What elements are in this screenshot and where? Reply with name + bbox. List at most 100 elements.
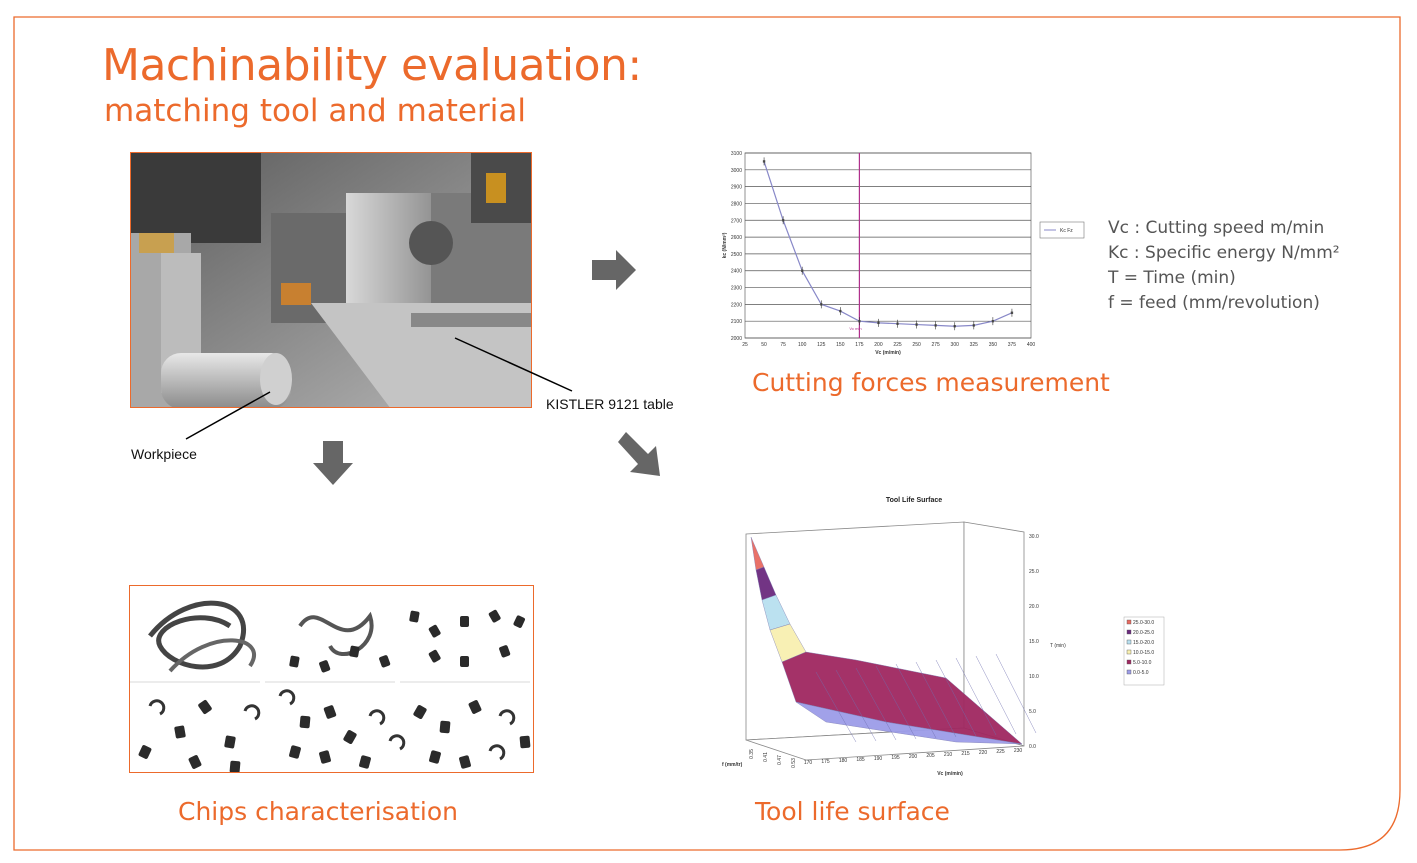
x-tick-label: 275 <box>931 342 940 348</box>
x-tick-label: 50 <box>761 342 767 348</box>
chips-caption: Chips characterisation <box>178 797 458 826</box>
chip-fragment <box>513 615 525 628</box>
chip-fragment <box>459 755 471 769</box>
ribbon-chip <box>148 600 246 670</box>
slide-subtitle: matching tool and material <box>104 93 526 129</box>
y-tick-label: 0.35 <box>749 749 755 759</box>
note-vc: Vc : Cutting speed m/min <box>1108 218 1325 238</box>
note-kc: Kc : Specific energy N/mm² <box>1108 243 1340 263</box>
machine-photo-drawing <box>131 153 531 407</box>
note-t: T = Time (min) <box>1108 268 1236 288</box>
ribbon-chip <box>298 611 374 657</box>
x-tick-label: 350 <box>989 342 998 348</box>
chip-fragment <box>174 725 186 739</box>
y-tick-label: 2100 <box>731 319 742 325</box>
chip-fragment <box>188 755 202 769</box>
x-tick-label: 300 <box>951 342 960 348</box>
legend-label: 20.0-25.0 <box>1133 630 1154 636</box>
x-tick-label: 150 <box>836 342 845 348</box>
x-tick-label: 210 <box>944 752 953 758</box>
chip-fragment <box>428 649 441 663</box>
chip-fragment <box>343 730 357 744</box>
x-tick-label: 180 <box>839 758 848 764</box>
chips-drawing <box>130 600 531 772</box>
chip-fragment <box>460 616 469 627</box>
legend-box <box>1039 221 1085 239</box>
x-tick-label: 220 <box>979 750 988 756</box>
mesh-line <box>895 663 937 739</box>
chip-fragment <box>289 655 300 668</box>
machine-photo <box>130 152 532 408</box>
curled-chip <box>498 709 516 726</box>
z-tick-label: 0.0 <box>1029 744 1036 750</box>
x-tick-label: 100 <box>798 342 807 348</box>
chip-fragment <box>229 760 241 772</box>
mesh-line <box>915 661 957 738</box>
chip-fragment <box>499 645 511 658</box>
z-tick-label: 30.0 <box>1029 534 1039 540</box>
legend-swatch <box>1126 669 1132 675</box>
y-tick-label: 3000 <box>731 168 742 174</box>
slide-title: Machinability evaluation: <box>102 40 642 91</box>
x-tick-label: 185 <box>856 757 865 763</box>
note-f: f = feed (mm/revolution) <box>1108 293 1320 313</box>
surface-band <box>795 701 1023 745</box>
chip-fragment <box>379 655 391 668</box>
curled-chip <box>243 704 261 721</box>
z-tick-label: 25.0 <box>1029 569 1039 575</box>
mesh-line <box>835 669 877 742</box>
chip-fragment <box>349 645 360 658</box>
z-tick-label: 20.0 <box>1029 604 1039 610</box>
legend-swatch <box>1126 619 1132 625</box>
x-tick-label: 225 <box>996 749 1005 755</box>
curled-chip <box>368 709 386 726</box>
x-tick-label: 400 <box>1027 342 1036 348</box>
x-tick-label: 205 <box>926 753 935 759</box>
arrow-down-icon <box>313 441 353 485</box>
mesh-line <box>855 667 897 741</box>
z-tick-label: 15.0 <box>1029 639 1039 645</box>
x-tick-label: 175 <box>855 342 864 348</box>
x-axis-label: Vc (m/min) <box>875 350 901 356</box>
mesh-line <box>975 655 1017 735</box>
curled-chip <box>278 689 296 706</box>
series-line <box>763 161 1013 327</box>
y-tick-label: 0.47 <box>777 755 783 765</box>
y-tick-label: 2800 <box>731 201 742 207</box>
x-tick-label: 125 <box>817 342 826 348</box>
workpiece-label: Workpiece <box>131 446 197 462</box>
x-tick-label: 225 <box>893 342 902 348</box>
chip-fragment <box>413 705 427 719</box>
ribbon-chip <box>168 638 256 673</box>
chip-fragment <box>198 700 212 714</box>
chip-fragment <box>429 750 441 764</box>
legend-swatch <box>1126 639 1132 645</box>
mesh-line <box>955 657 997 736</box>
y-tick-label: 2500 <box>731 252 742 258</box>
x-tick-label: 170 <box>804 760 813 766</box>
legend-label: Kc Fz <box>1060 228 1073 234</box>
mesh-line <box>875 665 917 740</box>
y-tick-label: 2400 <box>731 269 742 275</box>
legend-label: 15.0-20.0 <box>1133 640 1154 646</box>
curled-chip <box>488 744 506 761</box>
surface-title: Tool Life Surface <box>886 497 942 504</box>
chip-fragment <box>323 705 337 719</box>
y-tick-label: 2600 <box>731 235 742 241</box>
y-tick-label: 2000 <box>731 336 742 342</box>
y-tick-label: 0.53 <box>791 758 797 768</box>
y-tick-label: 2300 <box>731 286 742 292</box>
legend-label: 0.0-5.0 <box>1133 670 1149 676</box>
y-axis-label: f (mm/tr) <box>722 762 743 768</box>
z-tick-label: 5.0 <box>1029 709 1036 715</box>
x-tick-label: 200 <box>909 754 918 760</box>
legend-swatch <box>1126 629 1132 635</box>
x-tick-label: 175 <box>821 759 830 765</box>
chip-fragment <box>460 656 469 667</box>
x-tick-label: 215 <box>961 751 970 757</box>
y-tick-label: 2700 <box>731 218 742 224</box>
kistler-table-label: KISTLER 9121 table <box>546 396 674 412</box>
chip-fragment <box>224 735 236 749</box>
x-tick-label: 25 <box>742 342 748 348</box>
